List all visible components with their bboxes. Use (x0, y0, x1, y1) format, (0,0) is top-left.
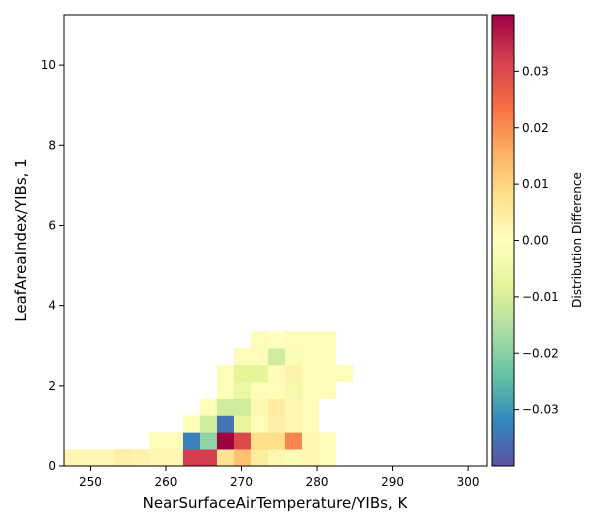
heatmap-cell (284, 449, 303, 467)
colorbar-tick-label: 0.02 (522, 121, 549, 135)
colorbar-ticks: −0.03 −0.02 −0.01 0.00 0.01 0.02 0.03 (514, 64, 559, 417)
heatmap-cell (267, 381, 286, 399)
heatmap-cell (216, 449, 235, 467)
heatmap-cell (284, 364, 303, 383)
heatmap-cell (250, 432, 269, 450)
heatmap-cell (267, 331, 286, 349)
heatmap-cell (301, 364, 320, 383)
colorbar-tick-label: 0.00 (522, 234, 549, 248)
colorbar-tick-label: 0.01 (522, 177, 549, 191)
y-tick-label: 10 (41, 58, 56, 72)
heatmap-cell (301, 449, 320, 467)
x-tick-label: 260 (155, 475, 178, 489)
heatmap-cell (318, 449, 337, 467)
heatmap-cell (182, 415, 201, 433)
heatmap-cell (318, 348, 337, 366)
heatmap-cell (233, 398, 252, 416)
y-tick-label: 0 (48, 459, 56, 473)
heatmap-cell (267, 398, 286, 416)
heatmap-cell (318, 364, 337, 383)
x-axis-label: NearSurfaceAirTemperature/YIBs, K (143, 494, 409, 512)
heatmap-cell (64, 449, 82, 467)
colorbar-tick-label: −0.03 (522, 403, 559, 417)
x-tick-label: 280 (306, 475, 329, 489)
heatmap-cell (335, 364, 354, 383)
heatmap-cell (284, 398, 303, 416)
y-axis-ticks: 0 2 4 6 8 10 (41, 58, 64, 473)
heatmap-cells (64, 331, 354, 467)
x-tick-label: 270 (230, 475, 253, 489)
y-tick-label: 4 (48, 299, 56, 313)
heatmap-cell (267, 449, 286, 467)
x-tick-label: 300 (457, 475, 480, 489)
heatmap-cell (216, 398, 235, 416)
colorbar-label: Distribution Difference (570, 172, 584, 308)
colorbar-tick-label: −0.01 (522, 290, 559, 304)
heatmap-cell (250, 331, 269, 349)
heatmap-cell (301, 331, 320, 349)
heatmap-cell (301, 398, 320, 416)
heatmap-cell (250, 364, 269, 383)
heatmap-cell (114, 449, 133, 467)
heatmap-cell (284, 331, 303, 349)
y-tick-label: 6 (48, 218, 56, 232)
heatmap-cell (182, 449, 201, 467)
colorbar-tick-label: −0.02 (522, 346, 559, 360)
heatmap-cell (250, 381, 269, 399)
heatmap-cell (233, 449, 252, 467)
heatmap-cell (131, 449, 150, 467)
heatmap-cell (301, 348, 320, 366)
heatmap-cell (165, 432, 184, 450)
heatmap-cell (284, 432, 303, 450)
heatmap-cell (250, 348, 269, 366)
heatmap-cell (233, 415, 252, 433)
heatmap-cell (165, 449, 184, 467)
y-tick-label: 2 (48, 379, 56, 393)
heatmap-cell (301, 415, 320, 433)
y-tick-label: 8 (48, 138, 56, 152)
heatmap-cell (216, 381, 235, 399)
heatmap-cell (284, 348, 303, 366)
heatmap-cell (233, 364, 252, 383)
x-axis-ticks: 250 260 270 280 290 300 (79, 466, 480, 489)
heatmap-cell (97, 449, 116, 467)
heatmap-cell (318, 381, 337, 399)
plot-frame (63, 14, 488, 467)
heatmap-cell (182, 432, 201, 450)
heatmap-cell (267, 348, 286, 366)
colorbar (491, 14, 515, 467)
heatmap-cell (199, 449, 218, 467)
heatmap-cell (216, 415, 235, 433)
heatmap-cell (301, 381, 320, 399)
heatmap-cell (318, 432, 337, 450)
heatmap-cell (284, 381, 303, 399)
heatmap-cell (233, 432, 252, 450)
heatmap-cell (250, 398, 269, 416)
heatmap-cell (199, 398, 218, 416)
heatmap-cell (318, 331, 337, 349)
heatmap-cell (148, 432, 167, 450)
heatmap-cell (267, 432, 286, 450)
heatmap-cell (216, 364, 235, 383)
heatmap-cell (267, 364, 286, 383)
y-axis-label: LeafAreaIndex/YIBs, 1 (12, 158, 30, 321)
heatmap-cell (233, 348, 252, 366)
heatmap-cell (216, 432, 235, 450)
heatmap-cell (250, 415, 269, 433)
heatmap-cell (199, 432, 218, 450)
heatmap-cell (284, 415, 303, 433)
heatmap-cell (199, 415, 218, 433)
heatmap-cell (81, 449, 99, 467)
heatmap-cell (250, 449, 269, 467)
colorbar-tick-label: 0.03 (522, 64, 549, 78)
heatmap-cell (267, 415, 286, 433)
x-tick-label: 290 (381, 475, 404, 489)
heatmap-cell (301, 432, 320, 450)
heatmap-cell (233, 381, 252, 399)
heatmap-cell (148, 449, 167, 467)
x-tick-label: 250 (79, 475, 102, 489)
